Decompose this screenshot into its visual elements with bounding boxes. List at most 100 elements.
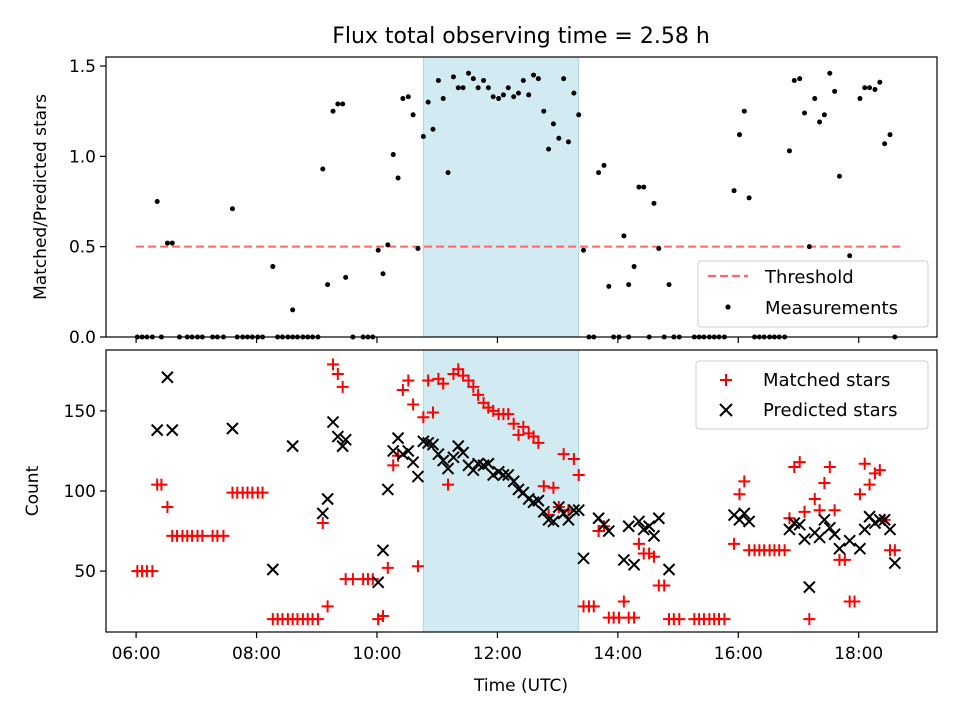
matched-star-marker xyxy=(502,408,515,421)
predicted-star-marker xyxy=(161,371,174,384)
measurement-point xyxy=(450,74,456,80)
predicted-star-marker xyxy=(532,494,545,507)
measurement-point xyxy=(550,121,556,127)
measurement-point xyxy=(330,108,336,114)
matched-star-marker xyxy=(387,459,400,472)
measurement-point xyxy=(565,139,571,145)
measurement-point xyxy=(636,184,642,190)
measurement-point xyxy=(435,77,441,83)
matched-star-marker xyxy=(547,481,560,494)
predicted-star-marker xyxy=(467,463,480,477)
matched-star-marker xyxy=(562,504,575,517)
top-plot-frame xyxy=(105,56,938,338)
matched-star-marker xyxy=(838,553,851,566)
matched-star-marker xyxy=(217,529,230,542)
predicted-star-marker xyxy=(562,513,575,527)
predicted-star-marker xyxy=(632,515,646,528)
matched-star-marker xyxy=(316,517,329,530)
matched-star-marker xyxy=(517,420,530,433)
matched-star-marker xyxy=(828,504,841,517)
matched-star-marker xyxy=(632,537,645,550)
x-tick-label: 06:00 xyxy=(112,644,161,664)
matched-star-marker xyxy=(396,384,409,397)
predicted-stars-points xyxy=(150,371,902,594)
shaded-span-rect xyxy=(422,56,580,338)
predicted-star-marker xyxy=(833,542,846,555)
measurement-point xyxy=(470,76,476,82)
top-shaded-span xyxy=(422,56,580,338)
predicted-star-marker xyxy=(447,451,460,464)
predicted-star-marker xyxy=(567,504,581,517)
measurement-point xyxy=(836,173,842,179)
legend-threshold-label: Threshold xyxy=(764,267,854,288)
matched-star-marker xyxy=(366,573,379,586)
matched-star-marker xyxy=(557,448,570,461)
predicted-star-marker xyxy=(266,563,280,576)
measurement-point xyxy=(343,274,349,280)
measurement-point xyxy=(420,133,426,139)
predicted-star-marker xyxy=(150,423,164,437)
predicted-star-marker xyxy=(798,532,811,546)
matched-star-marker xyxy=(442,478,455,491)
measurement-point xyxy=(666,282,672,288)
shaded-span-rect xyxy=(422,349,580,633)
predicted-star-marker xyxy=(482,457,495,470)
measurement-point xyxy=(877,79,883,85)
measurement-point xyxy=(375,247,381,253)
matched-star-marker xyxy=(823,460,836,473)
predicted-star-marker xyxy=(331,430,345,443)
matched-star-marker xyxy=(321,600,334,613)
predicted-star-marker xyxy=(426,438,440,451)
top-x-axis-ticks xyxy=(135,337,860,343)
measurement-point xyxy=(641,184,647,190)
matched-star-marker xyxy=(818,476,831,489)
predicted-star-marker xyxy=(497,468,510,482)
measurement-point xyxy=(415,245,421,251)
measurement-point xyxy=(621,233,627,239)
predicted-star-marker xyxy=(883,523,897,536)
measurement-point xyxy=(531,72,537,78)
measurement-point xyxy=(526,92,532,98)
measurement-point xyxy=(405,94,411,100)
measurement-point xyxy=(385,242,391,248)
measurement-point xyxy=(481,77,487,83)
predicted-star-marker xyxy=(662,563,676,576)
top-legend-box xyxy=(697,260,929,328)
measurement-point xyxy=(631,264,637,270)
predicted-star-marker xyxy=(507,475,520,488)
predicted-star-marker xyxy=(647,529,661,543)
measurement-point xyxy=(731,188,737,194)
predicted-star-marker xyxy=(642,520,656,533)
legend-predicted-swatch xyxy=(719,403,733,417)
matched-star-marker xyxy=(146,565,159,578)
predicted-star-marker xyxy=(622,520,635,533)
predicted-star-marker xyxy=(339,433,352,446)
bottom-y-axis-label: Count xyxy=(23,465,43,516)
matched-star-marker xyxy=(161,501,174,514)
matched-star-marker xyxy=(587,600,600,613)
measurement-point xyxy=(229,206,235,212)
top-legend: Threshold Measurements xyxy=(697,260,929,328)
measurement-point xyxy=(571,90,577,96)
measurement-point xyxy=(475,85,481,91)
predicted-star-marker xyxy=(783,523,796,536)
legend-predicted-label: Predicted stars xyxy=(763,400,897,421)
measurement-point xyxy=(340,101,346,107)
measurement-point xyxy=(596,170,602,176)
measurement-point xyxy=(425,99,431,105)
legend-matched-swatch xyxy=(720,374,732,386)
matched-star-marker xyxy=(402,374,415,387)
matched-star-marker xyxy=(411,560,424,573)
measurement-point xyxy=(430,126,436,132)
matched-star-marker xyxy=(798,505,811,518)
matched-star-marker xyxy=(507,417,520,430)
measurement-point xyxy=(576,112,582,118)
measurement-points xyxy=(134,70,898,340)
measurement-point xyxy=(656,245,662,251)
measurement-point xyxy=(862,85,868,91)
chart-title: Flux total observing time = 2.58 h xyxy=(332,24,710,49)
measurement-point xyxy=(832,88,838,94)
matched-star-marker xyxy=(381,561,394,574)
matched-star-marker xyxy=(873,464,886,477)
bottom-legend-box xyxy=(695,360,929,430)
